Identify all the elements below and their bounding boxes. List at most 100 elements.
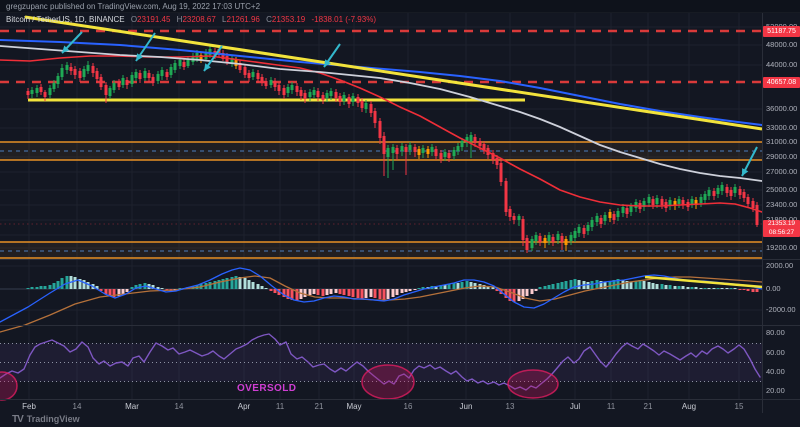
macd-histogram-bar (421, 287, 425, 289)
blue-ma-line (0, 39, 763, 126)
macd-histogram-bar (60, 278, 64, 289)
time-tick-label: 14 (174, 402, 184, 411)
white-ma-line (0, 45, 763, 182)
candle-body (251, 72, 255, 77)
price-tick-label: 27000.00 (766, 167, 798, 176)
macd-histogram-bar (404, 289, 408, 292)
time-tick-label: 21 (314, 402, 324, 411)
rsi-line (0, 333, 761, 391)
candle-body (117, 82, 121, 87)
candle-body (460, 141, 464, 147)
candle-body (621, 207, 625, 213)
candle-body (347, 97, 351, 104)
macd-histogram-bar (295, 289, 299, 301)
annotation-arrow-head (62, 45, 70, 53)
candle-body (668, 200, 672, 206)
price-level-label: 40657.08 (763, 77, 800, 88)
candle-body (225, 56, 229, 63)
candle-body (269, 80, 273, 85)
candle-body (625, 208, 629, 214)
candle-body (564, 239, 568, 245)
macd-histogram-bar (556, 283, 560, 289)
time-tick-label: Jun (459, 402, 473, 411)
time-tick-label: Apr (237, 402, 251, 411)
macd-histogram-bar (586, 282, 590, 289)
macd-histogram-bar (338, 289, 342, 294)
candle-body (673, 201, 677, 206)
rsi-tick-label: 20.00 (766, 386, 785, 395)
macd-histogram-bar (308, 289, 312, 295)
price-tick-label: 31000.00 (766, 137, 798, 146)
low-value: 21261.96 (226, 15, 260, 24)
rsi-tick-label: 80.00 (766, 328, 785, 337)
macd-histogram-bar (39, 286, 43, 289)
macd-histogram-bar (647, 282, 651, 289)
candle-body (73, 69, 77, 75)
macd-histogram-bar (434, 286, 438, 289)
time-axis[interactable]: Feb 14 Mar 14 Apr 11 21 May 16 Jun 13 Jul 11 21 Aug 15 (0, 400, 763, 413)
tradingview-logo[interactable]: TV TradingView (12, 412, 80, 426)
candle-body (447, 153, 451, 158)
macd-histogram-bar (746, 289, 750, 291)
candle-body (78, 71, 82, 78)
symbol-title[interactable]: Bitcoin / TetherUS (6, 15, 70, 24)
macd-histogram-bar (599, 281, 603, 289)
candle-body (169, 67, 173, 75)
macd-histogram-bar (443, 285, 447, 289)
macd-histogram-bar (699, 288, 703, 289)
candle-body (134, 72, 138, 78)
candle-body (482, 144, 486, 150)
candle-body (378, 121, 382, 138)
candle-body (443, 152, 447, 157)
candle-body (738, 189, 742, 195)
macd-histogram-bar (35, 287, 39, 289)
macd-histogram-bar (742, 289, 746, 290)
macd-histogram-bar (321, 289, 325, 296)
candle-body (156, 74, 160, 81)
macd-histogram-bar (347, 289, 351, 296)
time-tick-label: 16 (403, 402, 413, 411)
candle-body (499, 163, 503, 182)
candle-body (230, 58, 234, 64)
candle-body (729, 190, 733, 196)
candle-body (681, 200, 685, 205)
macd-histogram-bar (78, 279, 82, 289)
price-tick-label: 48000.00 (766, 40, 798, 49)
macd-histogram-bar (43, 286, 47, 289)
candle-body (694, 200, 698, 205)
candle-body (351, 96, 355, 102)
macd-histogram-bar (439, 285, 443, 289)
macd-histogram-bar (452, 283, 456, 289)
macd-histogram-bar (543, 286, 547, 289)
macd-histogram-bar (716, 288, 720, 289)
candle-body (165, 72, 169, 77)
candle-body (247, 73, 251, 78)
macd-histogram-bar (413, 289, 417, 290)
macd-histogram-bar (160, 288, 164, 289)
macd-tick-label: -2000.00 (766, 305, 796, 314)
macd-histogram-bar (378, 289, 382, 299)
price-zone (0, 242, 762, 258)
macd-histogram-bar (465, 281, 469, 289)
candle-body (434, 149, 438, 156)
price-tick-label: 44000.00 (766, 60, 798, 69)
time-tick-label: 13 (505, 402, 515, 411)
candle-body (551, 237, 555, 242)
time-tick-label: Jul (569, 402, 581, 411)
macd-histogram-bar (447, 284, 451, 289)
macd-histogram-bar (486, 286, 490, 289)
macd-histogram-bar (564, 281, 568, 289)
macd-histogram-bar (668, 285, 672, 289)
macd-histogram-bar (312, 289, 316, 294)
price-axis[interactable]: 21353.19 08:56:27 52000.0048000.0044000.… (763, 0, 800, 413)
macd-histogram-bar (286, 289, 290, 299)
candle-body (534, 235, 538, 241)
candle-body (121, 78, 125, 85)
macd-histogram-bar (151, 285, 155, 289)
candle-body (130, 75, 134, 84)
candle-body (751, 201, 755, 208)
candle-body (508, 209, 512, 217)
macd-histogram-bar (156, 287, 160, 289)
candle-body (39, 87, 43, 92)
